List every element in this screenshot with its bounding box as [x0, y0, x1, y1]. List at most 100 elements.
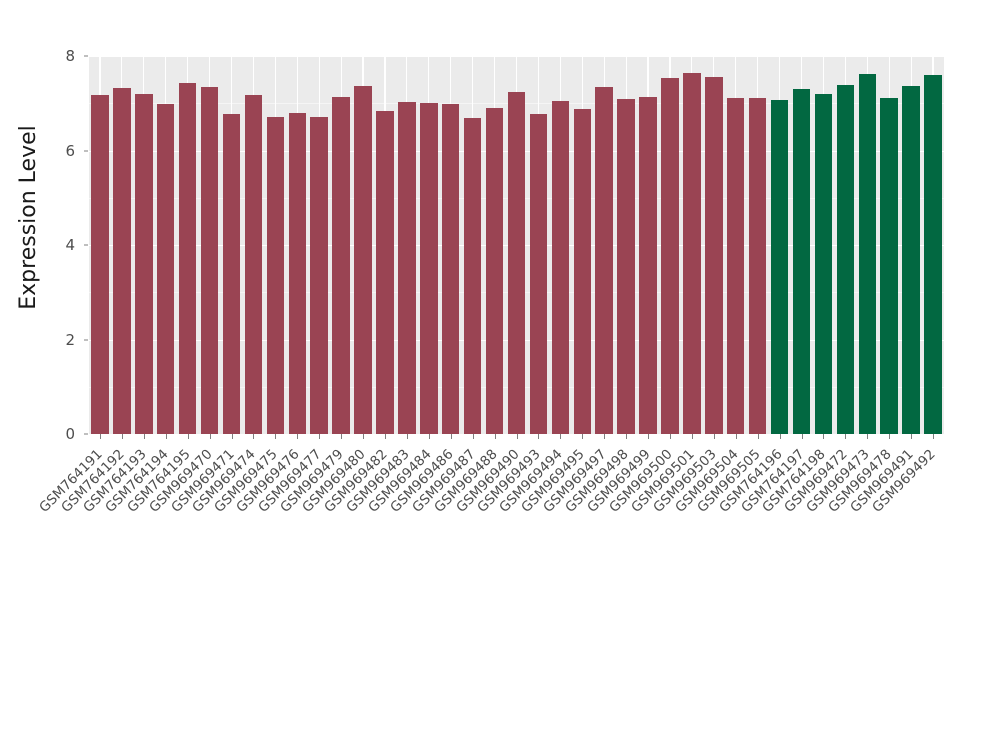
x-tick-mark: [428, 434, 430, 439]
x-tick-label: GSM969499: [584, 446, 654, 516]
x-tick-mark: [275, 434, 277, 439]
x-tick-label: GSM969491: [847, 446, 917, 516]
x-tick-label: GSM764198: [759, 446, 830, 516]
bar: [529, 113, 548, 434]
bar: [266, 117, 285, 434]
x-tick-mark: [889, 434, 891, 439]
x-tick-label: GSM969498: [562, 446, 632, 516]
bar: [310, 116, 328, 434]
bar: [924, 74, 942, 434]
x-tick-label: GSM969472: [781, 446, 852, 516]
x-tick-label: GSM969501: [628, 446, 698, 516]
bar: [354, 85, 372, 434]
bar: [814, 93, 833, 434]
x-tick-label: GSM969480: [299, 446, 369, 516]
x-tick-label: GSM969494: [496, 446, 567, 516]
bar: [902, 86, 920, 434]
x-axis-ticks: [89, 434, 944, 440]
x-tick-label: GSM969471: [167, 446, 238, 516]
y-tick-mark: [84, 55, 88, 57]
x-tick-label: GSM969490: [452, 446, 523, 516]
x-tick-label: GSM764196: [715, 446, 786, 516]
x-tick-mark: [384, 434, 386, 439]
x-tick-mark: [691, 434, 693, 439]
x-tick-label: GSM969470: [145, 446, 216, 516]
x-tick-label: GSM969488: [430, 446, 501, 516]
bar: [441, 104, 460, 434]
y-axis-title-text: Expression Level: [15, 124, 41, 310]
bar: [463, 117, 482, 434]
bar: [420, 102, 438, 434]
bar: [726, 97, 745, 434]
x-tick-mark: [911, 434, 913, 439]
x-tick-mark: [845, 434, 847, 439]
bar: [485, 107, 504, 434]
x-tick-mark: [231, 434, 233, 439]
bar: [288, 112, 307, 434]
x-tick-mark: [253, 434, 255, 439]
bar: [683, 73, 701, 434]
x-tick-label: GSM969492: [869, 446, 939, 516]
x-tick-mark: [99, 434, 101, 439]
bar: [178, 83, 197, 434]
bar: [617, 98, 635, 434]
bar: [573, 109, 592, 434]
x-tick-mark: [494, 434, 496, 439]
y-tick-mark: [84, 244, 88, 246]
x-tick-label: GSM764197: [737, 446, 808, 516]
x-tick-mark: [406, 434, 408, 439]
bar: [244, 94, 263, 434]
y-tick-label: 8: [65, 47, 75, 65]
x-tick-label: GSM969473: [803, 446, 873, 516]
bar: [661, 78, 679, 434]
y-tick-label: 4: [65, 236, 75, 254]
y-axis-ticks: 0 2 4 6 8: [53, 0, 89, 580]
x-tick-mark: [713, 434, 715, 439]
x-tick-label: GSM969474: [189, 446, 260, 516]
x-tick-label: GSM969500: [606, 446, 676, 516]
y-tick-label: 0: [65, 425, 75, 443]
y-tick-mark: [84, 339, 88, 340]
x-tick-mark: [319, 434, 321, 439]
x-tick-label: GSM969503: [650, 446, 720, 516]
bar: [836, 85, 855, 434]
x-tick-mark: [363, 434, 365, 439]
y-tick-label: 2: [65, 330, 75, 349]
x-tick-label: GSM969504: [671, 446, 742, 516]
x-tick-label: GSM969487: [408, 446, 479, 516]
x-tick-label: GSM969505: [693, 446, 764, 516]
bar: [748, 98, 767, 434]
x-tick-label: GSM969495: [518, 446, 588, 516]
bar: [332, 97, 350, 434]
x-tick-mark: [626, 434, 628, 439]
bar: [551, 100, 570, 434]
x-tick-mark: [516, 434, 518, 439]
bar: [91, 95, 109, 434]
y-tick-mark: [84, 150, 88, 151]
x-tick-mark: [933, 434, 935, 439]
x-tick-mark: [297, 434, 299, 439]
x-tick-mark: [538, 434, 540, 439]
x-tick-label: GSM969479: [277, 446, 347, 516]
plot-panel: [89, 56, 944, 434]
x-tick-mark: [472, 434, 474, 439]
x-tick-mark: [560, 434, 562, 439]
x-tick-mark: [757, 434, 759, 439]
bar: [398, 101, 416, 434]
x-tick-mark: [779, 434, 781, 439]
bar: [135, 93, 153, 434]
bar: [113, 87, 131, 434]
x-tick-mark: [187, 434, 189, 439]
x-tick-mark: [648, 434, 650, 439]
bar: [376, 110, 394, 434]
x-tick-mark: [582, 434, 584, 439]
x-tick-mark: [165, 434, 167, 439]
x-tick-label: GSM969486: [386, 446, 457, 516]
x-tick-label: GSM969478: [825, 446, 895, 516]
x-tick-mark: [209, 434, 211, 439]
x-tick-mark: [121, 434, 123, 439]
x-tick-mark: [143, 434, 145, 439]
bar: [200, 86, 219, 434]
y-tick-mark: [84, 433, 88, 435]
x-tick-mark: [669, 434, 671, 439]
